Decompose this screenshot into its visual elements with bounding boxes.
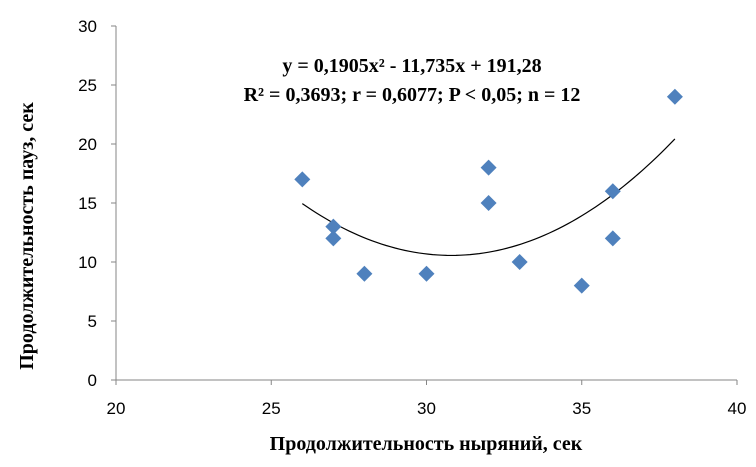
- y-tick-label: 0: [88, 371, 97, 390]
- data-point: [573, 277, 590, 294]
- data-point: [604, 230, 621, 247]
- x-tick-label: 25: [262, 399, 281, 418]
- data-point: [480, 159, 497, 176]
- y-tick-label: 5: [88, 312, 97, 331]
- stats-annotation: R² = 0,3693; r = 0,6077; P < 0,05; n = 1…: [244, 84, 581, 106]
- x-tick-label: 40: [728, 399, 747, 418]
- data-point: [480, 195, 497, 211]
- equation-annotation: y = 0,1905x² - 11,735x + 191,28: [282, 55, 541, 77]
- data-point: [294, 171, 311, 188]
- data-point: [511, 254, 528, 270]
- data-points: [294, 88, 683, 294]
- y-tick-label: 30: [78, 17, 97, 36]
- data-point: [356, 265, 373, 282]
- data-point: [666, 88, 683, 105]
- data-point: [325, 230, 342, 247]
- data-point: [604, 183, 621, 200]
- x-axis-ticks: 20 25 30 35 40: [107, 380, 747, 418]
- y-tick-label: 15: [78, 194, 97, 213]
- y-axis-ticks: 0 5 10 15 20 25 30: [78, 17, 116, 390]
- y-tick-label: 20: [78, 135, 97, 154]
- x-tick-label: 20: [107, 399, 126, 418]
- y-tick-label: 25: [78, 76, 97, 95]
- data-point: [418, 265, 435, 282]
- data-point: [325, 218, 342, 235]
- x-axis-title: Продолжительность ныряний, сек: [270, 433, 583, 455]
- axes: [115, 26, 737, 381]
- y-axis-title: Продолжительность пауз, сек: [16, 102, 38, 370]
- x-tick-label: 35: [572, 399, 591, 418]
- x-tick-label: 30: [417, 399, 436, 418]
- y-tick-label: 10: [78, 253, 97, 272]
